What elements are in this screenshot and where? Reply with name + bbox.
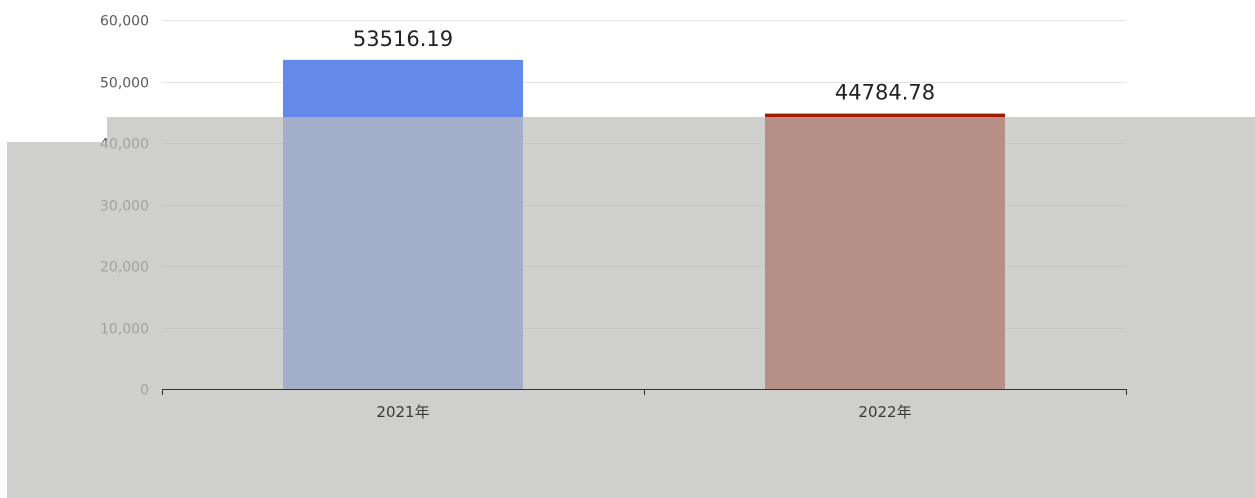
x-category-label: 2022年 xyxy=(858,403,911,421)
y-tick-label: 50,000 xyxy=(100,76,149,92)
x-axis: 2021年 2022年 xyxy=(162,389,1127,421)
y-tick-label: 60,000 xyxy=(100,14,149,30)
bar-data-label: 53516.19 xyxy=(353,27,453,51)
bar-data-label: 44784.78 xyxy=(835,81,935,105)
data-labels: 53516.19 44784.78 xyxy=(353,27,935,105)
gray-overlay xyxy=(7,117,1255,498)
overlay-band xyxy=(7,117,1255,498)
x-category-label: 2021年 xyxy=(376,403,429,421)
